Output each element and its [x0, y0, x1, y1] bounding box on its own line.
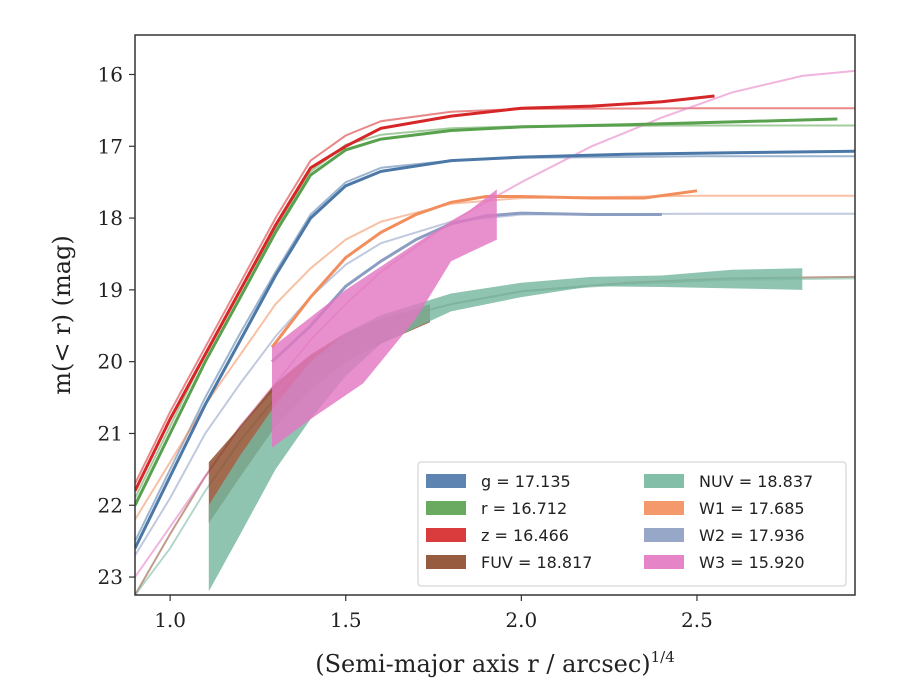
x-tick-label: 1.0 — [154, 608, 186, 632]
legend-swatch-NUV — [644, 474, 684, 488]
data-line-r — [135, 117, 838, 506]
legend-label-W3: W3 = 15.920 — [699, 553, 805, 572]
legend-label-W2: W2 = 17.936 — [699, 526, 805, 545]
axis-ticks: 1.0 1.5 2.0 2.5 16 17 18 19 20 21 22 23 — [98, 62, 713, 632]
y-tick-label: 23 — [98, 565, 123, 589]
legend-label-r: r = 16.712 — [481, 499, 567, 518]
y-tick-label: 19 — [98, 278, 123, 302]
plot-frame — [134, 34, 856, 596]
x-tick-label: 1.5 — [330, 608, 362, 632]
x-tick-label: 2.0 — [505, 608, 537, 632]
y-tick-label: 18 — [98, 206, 123, 230]
y-axis-label: m(< r) (mag) — [48, 235, 76, 394]
data-line-z — [135, 94, 715, 492]
legend-label-FUV: FUV = 18.817 — [481, 553, 592, 572]
legend-swatch-FUV — [426, 555, 466, 569]
legend-swatch-z — [426, 528, 466, 542]
y-tick-label: 16 — [98, 62, 123, 86]
legend-swatch-W1 — [644, 501, 684, 515]
legend-swatch-W2 — [644, 528, 684, 542]
legend-label-NUV: NUV = 18.837 — [699, 472, 813, 491]
x-axis-label: (Semi-major axis r / arcsec)1/4 — [315, 648, 675, 678]
legend-label-z: z = 16.466 — [481, 526, 569, 545]
legend-box — [417, 461, 847, 587]
data-line-W1 — [270, 189, 698, 349]
band-W3 — [272, 189, 497, 448]
legend-swatch-r — [426, 501, 466, 515]
x-tick-label: 2.5 — [681, 608, 713, 632]
legend-label-W1: W1 = 17.685 — [699, 499, 805, 518]
legend: g = 17.135 r = 16.712 z = 16.466 FUV = 18.8… — [417, 461, 847, 587]
plot-area — [135, 69, 855, 595]
y-tick-label: 22 — [98, 493, 123, 517]
data-line-g — [135, 149, 855, 549]
legend-swatch-g — [426, 474, 466, 488]
y-tick-label: 21 — [98, 421, 123, 445]
y-tick-label: 20 — [98, 350, 123, 374]
legend-swatch-W3 — [644, 555, 684, 569]
legend-label-g: g = 17.135 — [481, 472, 571, 491]
y-tick-label: 17 — [98, 134, 123, 158]
